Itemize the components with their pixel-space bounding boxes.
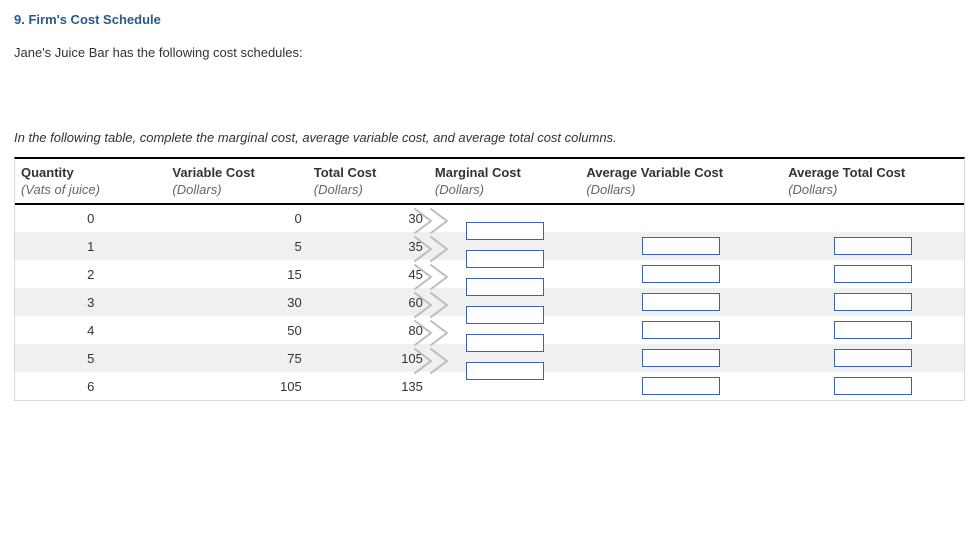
cell-quantity: 4 [15, 316, 166, 344]
col-header-quantity: Quantity (Vats of juice) [15, 159, 166, 204]
cell-atc [782, 232, 964, 260]
cell-marginal-cost [429, 372, 580, 400]
col-label: Average Total Cost [788, 165, 905, 180]
cell-atc [782, 344, 964, 372]
input-marginal-cost[interactable] [466, 250, 544, 268]
instruction-text: In the following table, complete the mar… [14, 130, 965, 145]
input-avg-total-cost[interactable] [834, 293, 912, 311]
cell-total-cost: 30 [308, 204, 429, 232]
cell-avc [580, 344, 782, 372]
input-marginal-cost[interactable] [466, 306, 544, 324]
cell-quantity: 3 [15, 288, 166, 316]
cell-avc [580, 232, 782, 260]
cell-total-cost: 80 [308, 316, 429, 344]
cell-variable-cost: 30 [166, 288, 307, 316]
cell-variable-cost: 50 [166, 316, 307, 344]
cell-avc [580, 288, 782, 316]
col-header-avg-total-cost: Average Total Cost (Dollars) [782, 159, 964, 204]
input-avg-variable-cost[interactable] [642, 377, 720, 395]
col-unit: (Dollars) [788, 180, 958, 203]
cell-avc [580, 260, 782, 288]
input-avg-variable-cost[interactable] [642, 349, 720, 367]
input-marginal-cost[interactable] [466, 222, 544, 240]
input-marginal-cost[interactable] [466, 334, 544, 352]
cell-variable-cost: 5 [166, 232, 307, 260]
cell-total-cost: 60 [308, 288, 429, 316]
cell-avc [580, 316, 782, 344]
cell-total-cost: 35 [308, 232, 429, 260]
input-marginal-cost[interactable] [466, 278, 544, 296]
question-title: 9. Firm's Cost Schedule [14, 12, 965, 27]
cell-variable-cost: 0 [166, 204, 307, 232]
cell-variable-cost: 75 [166, 344, 307, 372]
cell-quantity: 0 [15, 204, 166, 232]
col-label: Quantity [21, 165, 74, 180]
cell-atc [782, 316, 964, 344]
col-unit: (Dollars) [314, 180, 423, 203]
table-header-row: Quantity (Vats of juice) Variable Cost (… [15, 159, 964, 204]
input-marginal-cost[interactable] [466, 362, 544, 380]
cell-avc [580, 372, 782, 400]
col-unit: (Dollars) [172, 180, 301, 203]
intro-text: Jane's Juice Bar has the following cost … [14, 45, 965, 60]
cell-total-cost: 45 [308, 260, 429, 288]
cell-total-cost: 105 [308, 344, 429, 372]
cell-atc [782, 260, 964, 288]
input-avg-variable-cost[interactable] [642, 265, 720, 283]
table-row: 6 105 135 [15, 372, 964, 400]
input-avg-variable-cost[interactable] [642, 237, 720, 255]
input-avg-total-cost[interactable] [834, 237, 912, 255]
col-header-total-cost: Total Cost (Dollars) [308, 159, 429, 204]
cell-variable-cost: 15 [166, 260, 307, 288]
cost-table-wrapper: Quantity (Vats of juice) Variable Cost (… [14, 157, 965, 401]
input-avg-variable-cost[interactable] [642, 321, 720, 339]
input-avg-total-cost[interactable] [834, 377, 912, 395]
cost-table: Quantity (Vats of juice) Variable Cost (… [15, 159, 964, 400]
col-header-avg-variable-cost: Average Variable Cost (Dollars) [580, 159, 782, 204]
col-unit: (Dollars) [435, 180, 574, 203]
input-avg-total-cost[interactable] [834, 321, 912, 339]
input-avg-variable-cost[interactable] [642, 293, 720, 311]
cell-variable-cost: 105 [166, 372, 307, 400]
cell-quantity: 5 [15, 344, 166, 372]
cell-total-cost: 135 [308, 372, 429, 400]
cell-atc [782, 288, 964, 316]
col-label: Average Variable Cost [586, 165, 723, 180]
col-label: Variable Cost [172, 165, 254, 180]
cell-quantity: 6 [15, 372, 166, 400]
cell-avc [580, 204, 782, 232]
col-unit: (Vats of juice) [21, 180, 160, 203]
input-avg-total-cost[interactable] [834, 265, 912, 283]
col-header-variable-cost: Variable Cost (Dollars) [166, 159, 307, 204]
cell-atc [782, 204, 964, 232]
col-unit: (Dollars) [586, 180, 776, 203]
table-body: 0 0 30 1 5 35 2 15 45 [15, 204, 964, 400]
input-avg-total-cost[interactable] [834, 349, 912, 367]
cell-quantity: 2 [15, 260, 166, 288]
col-label: Marginal Cost [435, 165, 521, 180]
col-header-marginal-cost: Marginal Cost (Dollars) [429, 159, 580, 204]
cell-atc [782, 372, 964, 400]
col-label: Total Cost [314, 165, 377, 180]
cell-quantity: 1 [15, 232, 166, 260]
